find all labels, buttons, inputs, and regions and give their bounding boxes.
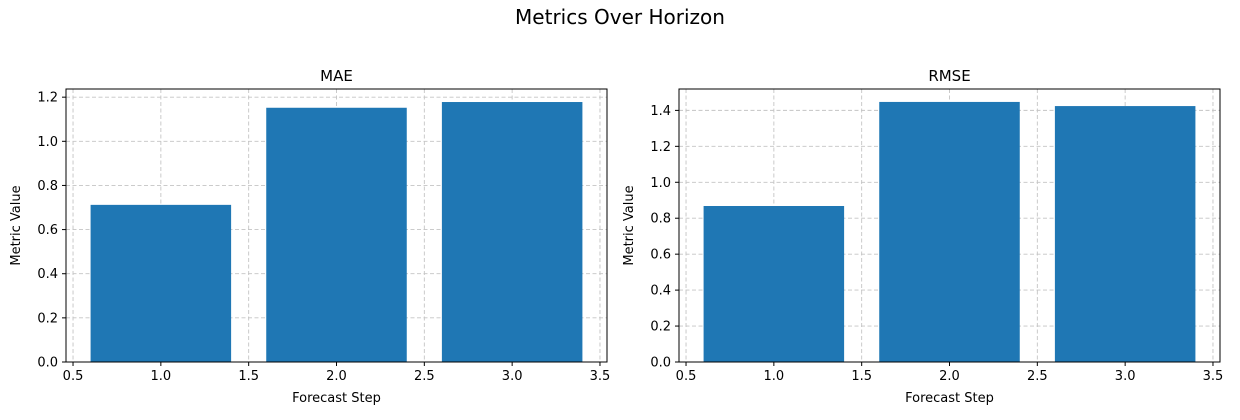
mae-x-tick-label: 0.5 (63, 369, 84, 384)
rmse-y-tick-label: 0.2 (650, 320, 671, 335)
rmse-y-tick-label: 1.2 (650, 140, 671, 155)
rmse-chart: 0.5 1.0 1.5 2.0 2.5 3.0 3.5 0.0 0.2 0.4 0.6 0.8 1.0 1… (622, 67, 1223, 406)
rmse-x-tick-label: 2.5 (1027, 369, 1048, 384)
rmse-x-tick-label: 1.5 (851, 369, 872, 384)
mae-chart-title: MAE (320, 67, 353, 85)
mae-y-tick-label: 0.6 (37, 223, 58, 238)
mae-y-tick-label: 1.2 (37, 91, 58, 106)
rmse-chart-title: RMSE (928, 67, 970, 85)
mae-x-tick-label: 1.5 (238, 369, 259, 384)
rmse-y-tick-label: 1.0 (650, 176, 671, 191)
mae-y-tick-label: 1.0 (37, 135, 58, 150)
rmse-bar-step-3 (1054, 106, 1196, 362)
mae-bar-step-1 (90, 204, 232, 362)
rmse-x-tick-label: 1.0 (764, 369, 785, 384)
mae-y-tick-label: 0.4 (37, 267, 58, 282)
rmse-y-tick-label: 0.0 (650, 356, 671, 371)
mae-y-axis-label: Metric Value (9, 185, 24, 265)
mae-x-axis-label: Forecast Step (292, 391, 381, 406)
rmse-x-tick-label: 2.0 (939, 369, 960, 384)
mae-x-tick-label: 3.5 (590, 369, 611, 384)
mae-y-tick-label: 0.8 (37, 179, 58, 194)
rmse-y-tick-label: 0.4 (650, 284, 671, 299)
rmse-x-tick-label: 3.5 (1203, 369, 1224, 384)
rmse-x-tick-label: 0.5 (676, 369, 697, 384)
rmse-y-axis-label: Metric Value (622, 185, 637, 265)
mae-x-tick-label: 2.0 (326, 369, 347, 384)
rmse-y-tick-label: 0.8 (650, 212, 671, 227)
rmse-bar-step-1 (703, 206, 845, 362)
rmse-y-tick-label: 0.6 (650, 248, 671, 263)
mae-bar-step-2 (266, 107, 407, 362)
mae-y-tick-label: 0.2 (37, 311, 58, 326)
mae-x-tick-label: 2.5 (414, 369, 435, 384)
rmse-x-tick-label: 3.0 (1115, 369, 1136, 384)
mae-y-tick-label: 0.0 (37, 356, 58, 371)
mae-chart: 0.5 1.0 1.5 2.0 2.5 3.0 3.5 0.0 0.2 0.4 0.6 0.8 1.0 1… (9, 67, 610, 406)
figure-title: Metrics Over Horizon (515, 5, 725, 29)
rmse-bar-step-2 (879, 101, 1020, 362)
mae-bar-step-3 (441, 102, 583, 362)
rmse-y-tick-label: 1.4 (650, 104, 671, 119)
mae-x-tick-label: 3.0 (502, 369, 523, 384)
rmse-x-axis-label: Forecast Step (905, 391, 994, 406)
mae-x-tick-label: 1.0 (151, 369, 172, 384)
